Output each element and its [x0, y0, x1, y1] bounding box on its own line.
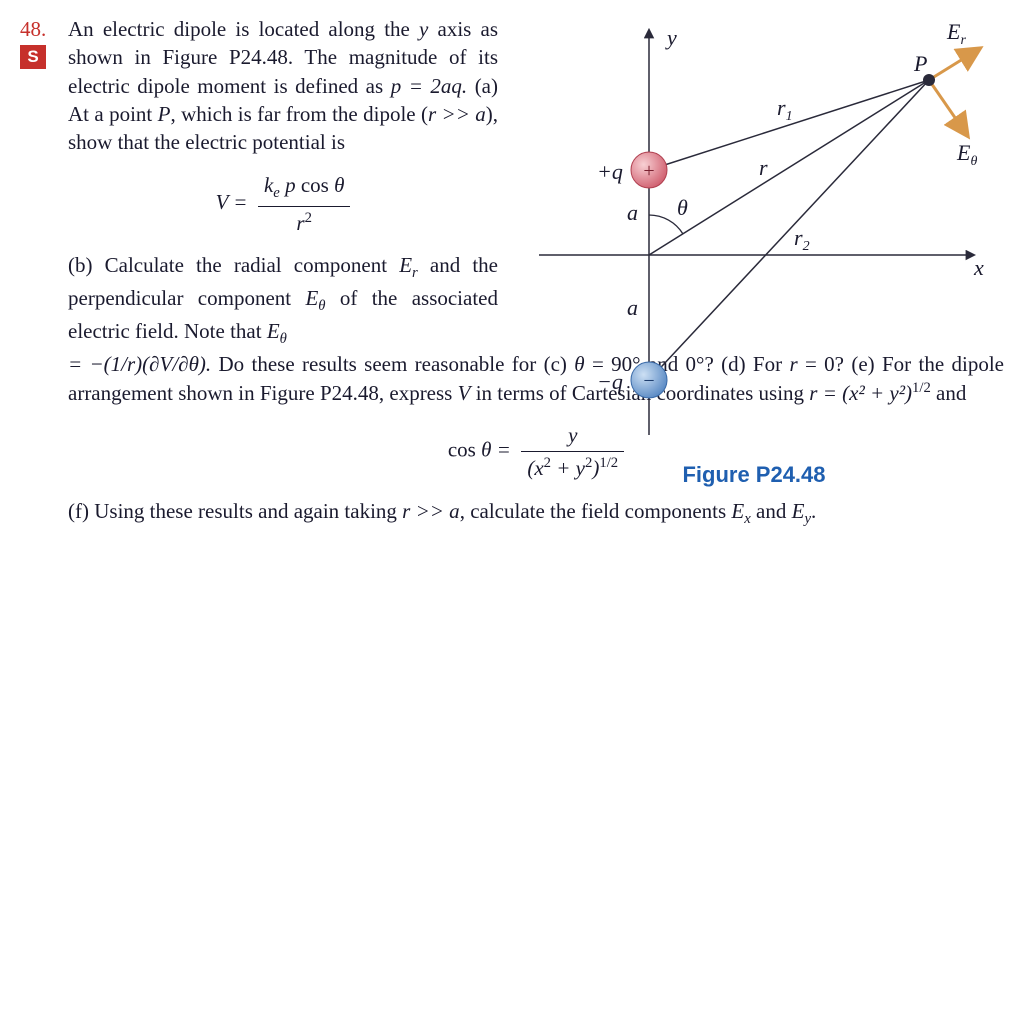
- r-label: r: [759, 155, 768, 180]
- a2-label: a: [627, 295, 638, 320]
- Etheta-vector: [929, 80, 967, 135]
- p-eq: p = 2aq.: [391, 74, 467, 98]
- V-var: V: [458, 381, 471, 405]
- Ex: Ex: [731, 499, 750, 523]
- theta-eq: θ =: [476, 438, 511, 462]
- P-label: P: [913, 51, 927, 76]
- Er-label: Er: [946, 19, 966, 48]
- plus-sign: +: [643, 160, 654, 182]
- r-gg-a2: r >> a: [402, 499, 460, 523]
- r: r: [296, 211, 304, 235]
- E: E: [305, 286, 318, 310]
- r1-label: r1: [777, 95, 793, 124]
- figure-caption: Figure P24.48: [509, 460, 999, 490]
- s-badge: S: [20, 45, 46, 69]
- t: and: [751, 499, 792, 523]
- figure-wrap: + − y x P Er Eθ r1 r r2 θ a a +q −q Figu…: [509, 15, 999, 490]
- ke-k: k: [264, 173, 273, 197]
- th: θ: [318, 298, 325, 314]
- Eth-label: Eθ: [956, 140, 977, 169]
- r-line: [649, 80, 929, 255]
- Eth-eq: = −(1/r)(∂V/∂θ).: [68, 352, 211, 376]
- figure-svg: + − y x P Er Eθ r1 r r2 θ a a +q −q: [519, 15, 989, 445]
- t: .: [811, 499, 816, 523]
- E: E: [792, 499, 805, 523]
- plus-q-label: +q: [597, 159, 623, 184]
- y-var: y: [419, 17, 428, 41]
- Eth2: Eθ: [267, 319, 287, 343]
- problem-48: 48. S: [20, 15, 1004, 530]
- problem-number: 48.: [20, 15, 46, 43]
- Eth: Eθ: [305, 286, 325, 310]
- Er: Er: [399, 253, 418, 277]
- equation-V: V = ke p cos θ r2: [68, 171, 498, 237]
- r-gg-a: r >> a: [428, 102, 486, 126]
- t: An electric dipole is located along the: [68, 17, 419, 41]
- cos: cos: [448, 438, 476, 462]
- Ey: Ey: [792, 499, 811, 523]
- x-label: x: [973, 255, 984, 280]
- E: E: [267, 319, 280, 343]
- r2-label: r2: [794, 225, 810, 254]
- cos: cos: [301, 173, 329, 197]
- eq-lhs: V =: [216, 190, 248, 214]
- P-var: P: [158, 102, 171, 126]
- a1-label: a: [627, 200, 638, 225]
- sq: 2: [305, 210, 312, 226]
- t: (b) Calculate the radial component: [68, 253, 399, 277]
- theta: θ: [329, 173, 345, 197]
- t: (f) Using these results and again taking: [68, 499, 402, 523]
- t: , calculate the field components: [460, 499, 732, 523]
- E: E: [731, 499, 744, 523]
- t: , which is far from the dipole (: [170, 102, 428, 126]
- E: E: [399, 253, 412, 277]
- minus-q-label: −q: [597, 369, 623, 394]
- eq-frac: ke p cos θ r2: [258, 171, 350, 237]
- y-label: y: [665, 25, 677, 50]
- th: θ: [280, 331, 287, 347]
- p: p: [280, 173, 301, 197]
- left-column: An electric dipole is located along the …: [68, 15, 498, 350]
- Er-vector: [929, 49, 979, 80]
- minus-sign: −: [643, 370, 654, 392]
- theta-label: θ: [677, 195, 688, 220]
